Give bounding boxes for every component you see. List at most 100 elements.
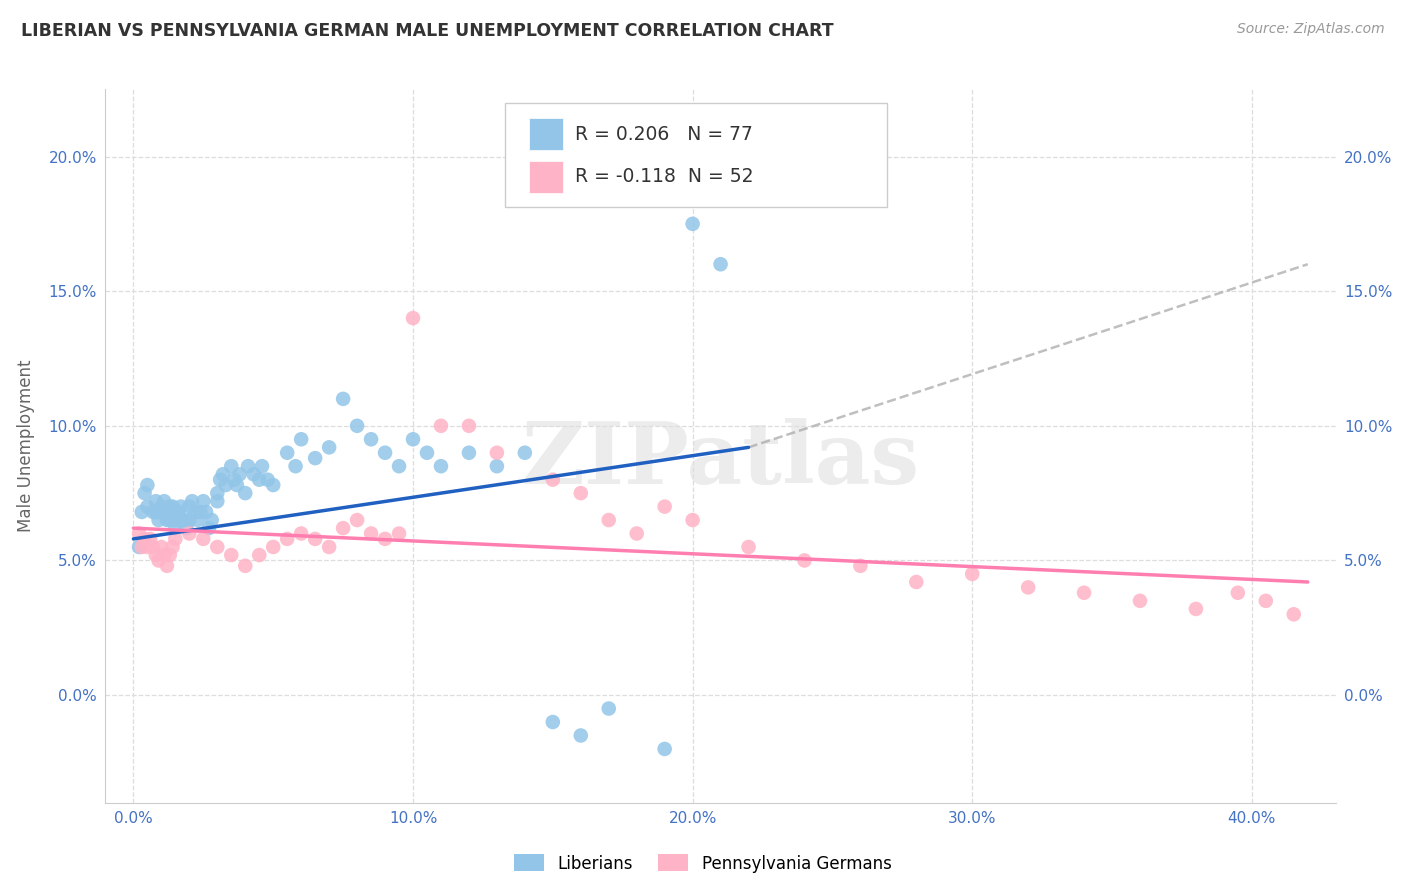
Point <box>167 505 190 519</box>
Point <box>215 478 238 492</box>
Point <box>682 513 704 527</box>
Point <box>960 566 983 581</box>
Point <box>284 459 307 474</box>
Text: ZIPatlas: ZIPatlas <box>522 418 920 502</box>
FancyBboxPatch shape <box>529 161 564 193</box>
Point <box>626 526 648 541</box>
Point <box>153 548 176 562</box>
Point <box>131 505 153 519</box>
Point <box>1282 607 1305 622</box>
Point <box>148 513 170 527</box>
Point <box>190 505 212 519</box>
Point <box>569 486 592 500</box>
Point <box>165 532 187 546</box>
Point <box>458 418 481 433</box>
Point <box>170 513 193 527</box>
Point <box>207 540 229 554</box>
Point <box>187 513 209 527</box>
Point <box>360 526 382 541</box>
Point <box>233 558 256 573</box>
Point <box>374 532 396 546</box>
Point <box>209 473 232 487</box>
Point <box>236 459 259 474</box>
Point <box>207 494 229 508</box>
Point <box>346 513 368 527</box>
Point <box>318 540 340 554</box>
Point <box>374 446 396 460</box>
Point <box>212 467 235 482</box>
Point <box>250 459 273 474</box>
Point <box>346 418 368 433</box>
Point <box>416 446 439 460</box>
Point <box>256 473 278 487</box>
Point <box>159 500 181 514</box>
Point <box>793 553 815 567</box>
Point <box>156 505 179 519</box>
Point <box>173 513 195 527</box>
Point <box>541 473 564 487</box>
Text: R = 0.206   N = 77: R = 0.206 N = 77 <box>575 125 754 144</box>
Point <box>165 521 187 535</box>
Point <box>179 513 201 527</box>
Point <box>145 494 167 508</box>
Point <box>262 540 284 554</box>
Point <box>569 729 592 743</box>
Point <box>145 505 167 519</box>
Point <box>156 513 179 527</box>
Point <box>165 505 187 519</box>
Point <box>170 500 193 514</box>
Point <box>233 486 256 500</box>
Point <box>290 526 312 541</box>
Point <box>134 486 156 500</box>
Point <box>1129 594 1152 608</box>
Point <box>1073 586 1095 600</box>
Point <box>148 505 170 519</box>
Point <box>242 467 264 482</box>
Point <box>150 505 173 519</box>
Point <box>1226 586 1249 600</box>
Point <box>228 467 250 482</box>
Point <box>139 532 162 546</box>
Point <box>541 714 564 729</box>
Point <box>290 432 312 446</box>
Legend: Liberians, Pennsylvania Germans: Liberians, Pennsylvania Germans <box>508 847 898 880</box>
Point <box>304 532 326 546</box>
Point <box>430 459 453 474</box>
Point <box>128 526 150 541</box>
Point <box>430 418 453 433</box>
Point <box>304 451 326 466</box>
Point <box>167 513 190 527</box>
Point <box>136 478 159 492</box>
Point <box>176 521 198 535</box>
Point <box>145 548 167 562</box>
FancyBboxPatch shape <box>505 103 887 207</box>
Point <box>710 257 733 271</box>
Point <box>153 505 176 519</box>
Point <box>201 513 224 527</box>
Point <box>142 540 165 554</box>
Point <box>849 558 872 573</box>
Point <box>276 446 298 460</box>
Point <box>247 548 270 562</box>
Point <box>905 574 928 589</box>
Point <box>179 526 201 541</box>
Point <box>737 190 759 204</box>
Point <box>485 459 508 474</box>
Point <box>1254 594 1277 608</box>
Point <box>598 701 620 715</box>
Point <box>1185 602 1208 616</box>
Point <box>162 540 184 554</box>
Point <box>195 505 218 519</box>
Point <box>682 217 704 231</box>
Point <box>136 500 159 514</box>
Point <box>262 478 284 492</box>
Point <box>153 494 176 508</box>
Point <box>402 432 425 446</box>
Point <box>654 742 676 756</box>
Point <box>181 494 204 508</box>
Point <box>131 540 153 554</box>
Point <box>128 540 150 554</box>
Point <box>247 473 270 487</box>
Point <box>598 513 620 527</box>
Point <box>193 532 215 546</box>
